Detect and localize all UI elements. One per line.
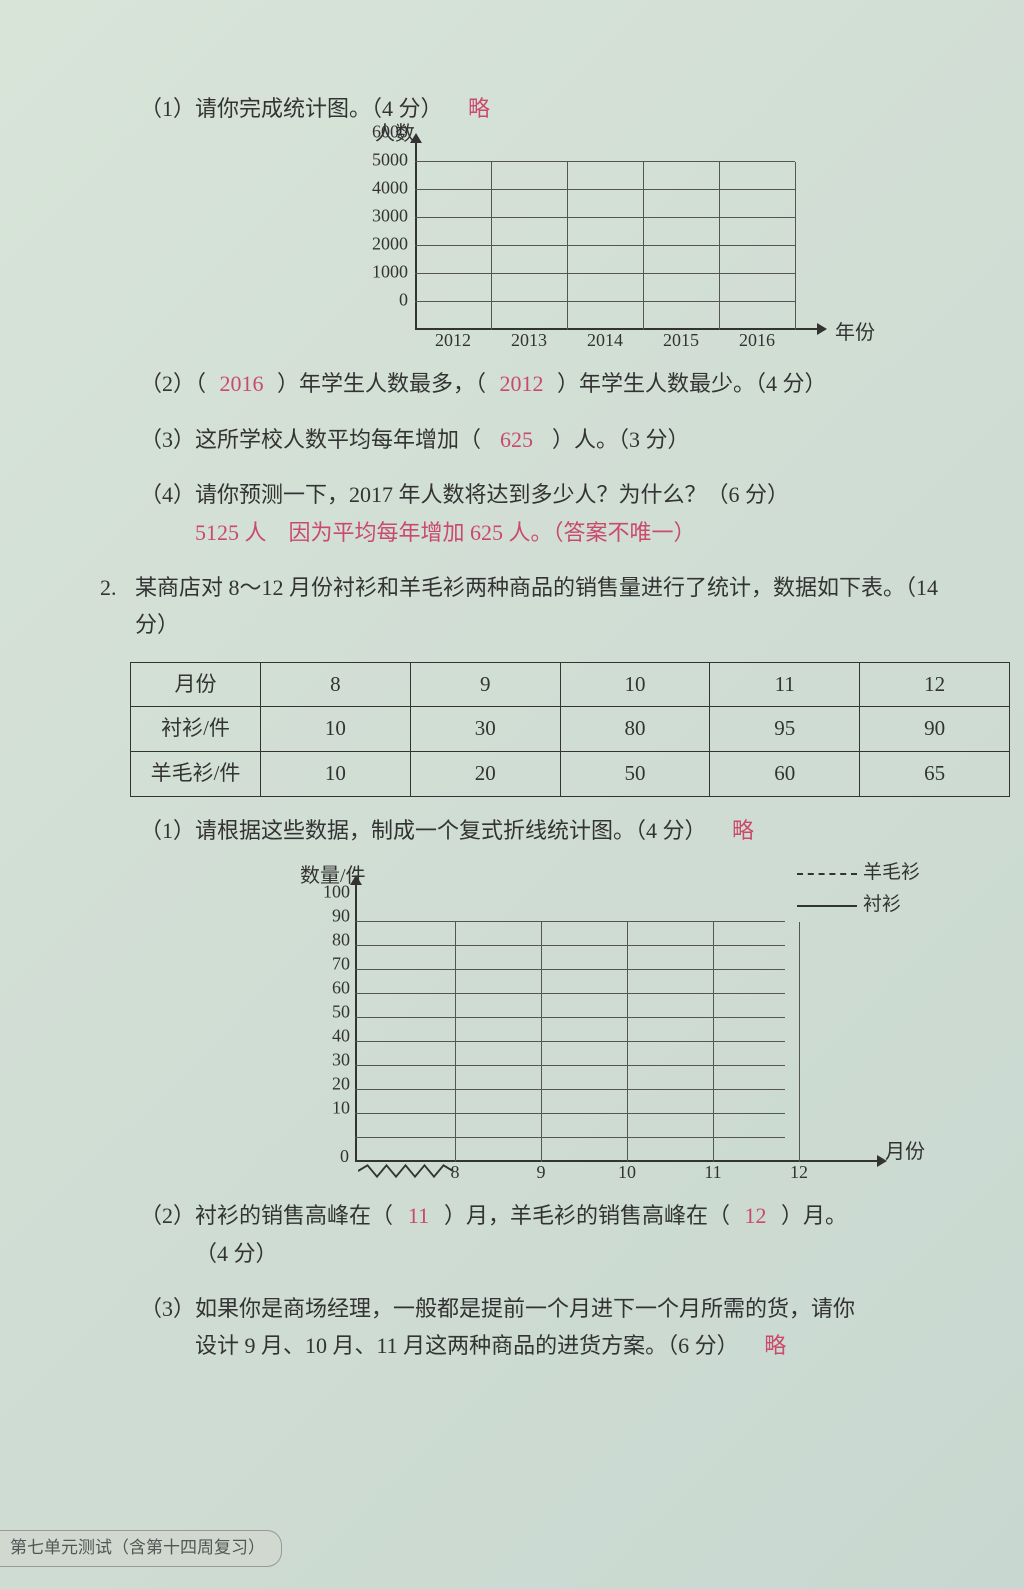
table-row: 衬衫/件1030809590 <box>131 707 1010 752</box>
text: （3）这所学校人数平均每年增加（ <box>140 427 481 452</box>
text: （2）（ <box>140 371 206 396</box>
chart1-xtick: 2014 <box>587 325 623 356</box>
q2-sub3-ans: 略 <box>764 1333 786 1358</box>
q1-sub4-ans: 5125 人 因为平均每年增加 625 人。（答案不唯一） <box>140 514 954 551</box>
q1-sub3-ans: 625 <box>487 421 547 458</box>
text: ）年学生人数最少。（4 分） <box>557 371 827 396</box>
q2-sub3-line2-wrap: 设计 9 月、10 月、11 月这两种商品的进货方案。（6 分） 略 <box>140 1327 954 1364</box>
chart2-grid <box>355 922 785 1162</box>
table-header: 11 <box>710 662 860 707</box>
q2-sub1: （1）请根据这些数据，制成一个复式折线统计图。（4 分） 略 <box>70 812 954 849</box>
table-header: 12 <box>860 662 1010 707</box>
chart2-legend: 羊毛衫 衬衫 <box>797 857 920 922</box>
chart1-ytick: 0 <box>399 285 408 316</box>
q1-sub2-ans-a: 2016 <box>212 365 272 402</box>
table-cell: 60 <box>710 752 860 797</box>
q1-sub2-ans-b: 2012 <box>492 365 552 402</box>
legend-dash-label: 羊毛衫 <box>863 862 920 883</box>
chart2-xtick: 11 <box>704 1157 721 1188</box>
chart2-xtick: 12 <box>790 1157 808 1188</box>
table-header: 9 <box>410 662 560 707</box>
chart1-xtick: 2013 <box>511 325 547 356</box>
legend-dash-row: 羊毛衫 <box>797 857 920 889</box>
q1-sub4: （4）请你预测一下，2017 年人数将达到多少人？为什么？（6 分） 5125 … <box>70 476 954 551</box>
chart1-container: 人数 年份 0100020003000400050006000201220132… <box>70 145 954 345</box>
table-cell: 80 <box>560 707 710 752</box>
chart2-container: 数量/件 月份 羊毛衫 衬衫 0 10203040506070809010089… <box>70 867 954 1177</box>
chart1-grid <box>415 162 795 330</box>
q2-sub2: （2）衬衫的销售高峰在（ 11 ）月，羊毛衫的销售高峰在（ 12 ）月。 （4 … <box>70 1197 954 1272</box>
text: ）月，羊毛衫的销售高峰在（ <box>444 1203 730 1228</box>
table-cell: 65 <box>860 752 1010 797</box>
chart1-x-label: 年份 <box>835 316 875 350</box>
chart1-ytick: 6000 <box>372 117 408 148</box>
chart1-xtick: 2016 <box>739 325 775 356</box>
legend-solid-label: 衬衫 <box>863 894 901 915</box>
sales-table: 月份89101112衬衫/件1030809590羊毛衫/件1020506065 <box>130 662 1010 797</box>
table-cell: 95 <box>710 707 860 752</box>
text: ）月。 <box>781 1203 847 1228</box>
table-cell: 50 <box>560 752 710 797</box>
q2-intro-text: 某商店对 8～12 月份衬衫和羊毛衫两种商品的销售量进行了统计，数据如下表。（1… <box>135 569 954 644</box>
dash-line-icon <box>797 873 857 875</box>
chart1-xtick: 2012 <box>435 325 471 356</box>
chart1: 人数 年份 0100020003000400050006000201220132… <box>320 145 820 345</box>
legend-solid-row: 衬衫 <box>797 889 920 921</box>
q1-sub3: （3）这所学校人数平均每年增加（ 625 ）人。（3 分） <box>70 421 954 458</box>
axis-break-icon <box>358 1153 453 1169</box>
chart1-xtick: 2015 <box>663 325 699 356</box>
q2-sub2-points: （4 分） <box>140 1235 954 1272</box>
table-cell: 10 <box>261 707 411 752</box>
table-header: 月份 <box>131 662 261 707</box>
table-cell: 羊毛衫/件 <box>131 752 261 797</box>
table-cell: 10 <box>261 752 411 797</box>
q2-sub2-ans-b: 12 <box>736 1197 776 1234</box>
q2-sub3: （3）如果你是商场经理，一般都是提前一个月进下一个月所需的货，请你 设计 9 月… <box>70 1290 954 1365</box>
chart1-ytick: 4000 <box>372 173 408 204</box>
q1-sub4-text: （4）请你预测一下，2017 年人数将达到多少人？为什么？（6 分） <box>140 476 954 513</box>
chart2: 数量/件 月份 羊毛衫 衬衫 0 10203040506070809010089… <box>270 867 870 1177</box>
q2-sub1-text: （1）请根据这些数据，制成一个复式折线统计图。（4 分） <box>140 818 707 843</box>
table-row: 羊毛衫/件1020506065 <box>131 752 1010 797</box>
q2-intro: 2. 某商店对 8～12 月份衬衫和羊毛衫两种商品的销售量进行了统计，数据如下表… <box>70 569 954 644</box>
text: ）人。（3 分） <box>552 427 690 452</box>
q2-number: 2. <box>100 569 135 644</box>
table-cell: 20 <box>410 752 560 797</box>
footer-tag: 第七单元测试（含第十四周复习） <box>0 1530 282 1567</box>
q1-sub1-answer: 略 <box>468 96 490 121</box>
text: ）年学生人数最多，（ <box>277 371 486 396</box>
chart1-ytick: 3000 <box>372 201 408 232</box>
q1-sub1: （1）请你完成统计图。（4 分） 略 <box>70 90 954 127</box>
table-header: 8 <box>261 662 411 707</box>
chart2-zero: 0 <box>340 1141 349 1172</box>
text: （2）衬衫的销售高峰在（ <box>140 1203 393 1228</box>
chart2-x-label: 月份 <box>885 1135 925 1169</box>
q1-sub2: （2）（ 2016 ）年学生人数最多，（ 2012 ）年学生人数最少。（4 分） <box>70 365 954 402</box>
chart1-ytick: 5000 <box>372 145 408 176</box>
table-cell: 30 <box>410 707 560 752</box>
q2-sub1-ans: 略 <box>732 818 754 843</box>
chart2-xtick: 8 <box>451 1157 460 1188</box>
table-header: 10 <box>560 662 710 707</box>
chart1-ytick: 2000 <box>372 229 408 260</box>
chart2-xtick: 9 <box>537 1157 546 1188</box>
table-cell: 90 <box>860 707 1010 752</box>
chart1-ytick: 1000 <box>372 257 408 288</box>
q2-sub3-line1: （3）如果你是商场经理，一般都是提前一个月进下一个月所需的货，请你 <box>140 1290 954 1327</box>
table-cell: 衬衫/件 <box>131 707 261 752</box>
chart2-ytick: 100 <box>323 876 350 907</box>
chart2-xtick: 10 <box>618 1157 636 1188</box>
q2-sub2-ans-a: 11 <box>399 1197 439 1234</box>
q2-sub3-line2: 设计 9 月、10 月、11 月这两种商品的进货方案。（6 分） <box>195 1333 739 1358</box>
solid-line-icon <box>797 905 857 907</box>
